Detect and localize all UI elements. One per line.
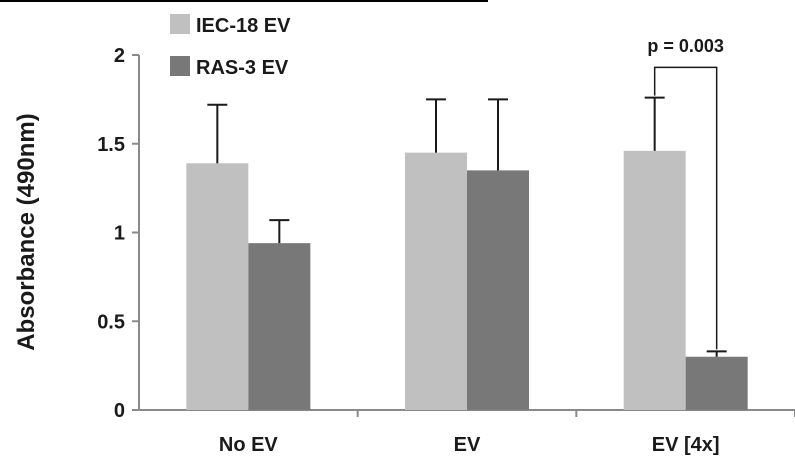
legend-label: IEC-18 EV <box>196 15 291 37</box>
bar-ras-3-ev-3 <box>685 356 748 410</box>
bar-iec-18-ev-2 <box>405 152 467 410</box>
p-value-label: p = 0.003 <box>647 36 724 56</box>
legend: IEC-18 EV RAS-3 EV <box>170 14 291 79</box>
significance-bracket <box>653 66 718 350</box>
bar-ras-3-ev-2 <box>467 170 529 410</box>
y-tick-label: 0 <box>114 400 125 422</box>
bar-iec-18-ev-3 <box>623 150 686 410</box>
bar-iec-18-ev-1 <box>186 163 249 410</box>
y-tick-label: 1 <box>114 223 125 245</box>
bar-ras-3-ev-1 <box>248 243 311 410</box>
legend-label: RAS-3 EV <box>196 57 289 79</box>
y-axis-title: Absorbance (490nm) <box>13 113 40 350</box>
x-category-label: EV [4x] <box>652 434 720 456</box>
x-category-label: EV <box>454 434 481 456</box>
x-category-label: No EV <box>219 434 279 456</box>
legend-swatch <box>170 56 190 76</box>
y-tick-label: 0.5 <box>97 311 125 333</box>
y-tick-label: 2 <box>114 45 125 67</box>
legend-swatch <box>170 14 190 34</box>
y-tick-label: 1.5 <box>97 134 125 156</box>
significance-annotation: p = 0.003 <box>647 36 724 350</box>
plot-area: 0 0.5 1 1.5 2 No EV EV EV [4x] <box>97 45 795 456</box>
